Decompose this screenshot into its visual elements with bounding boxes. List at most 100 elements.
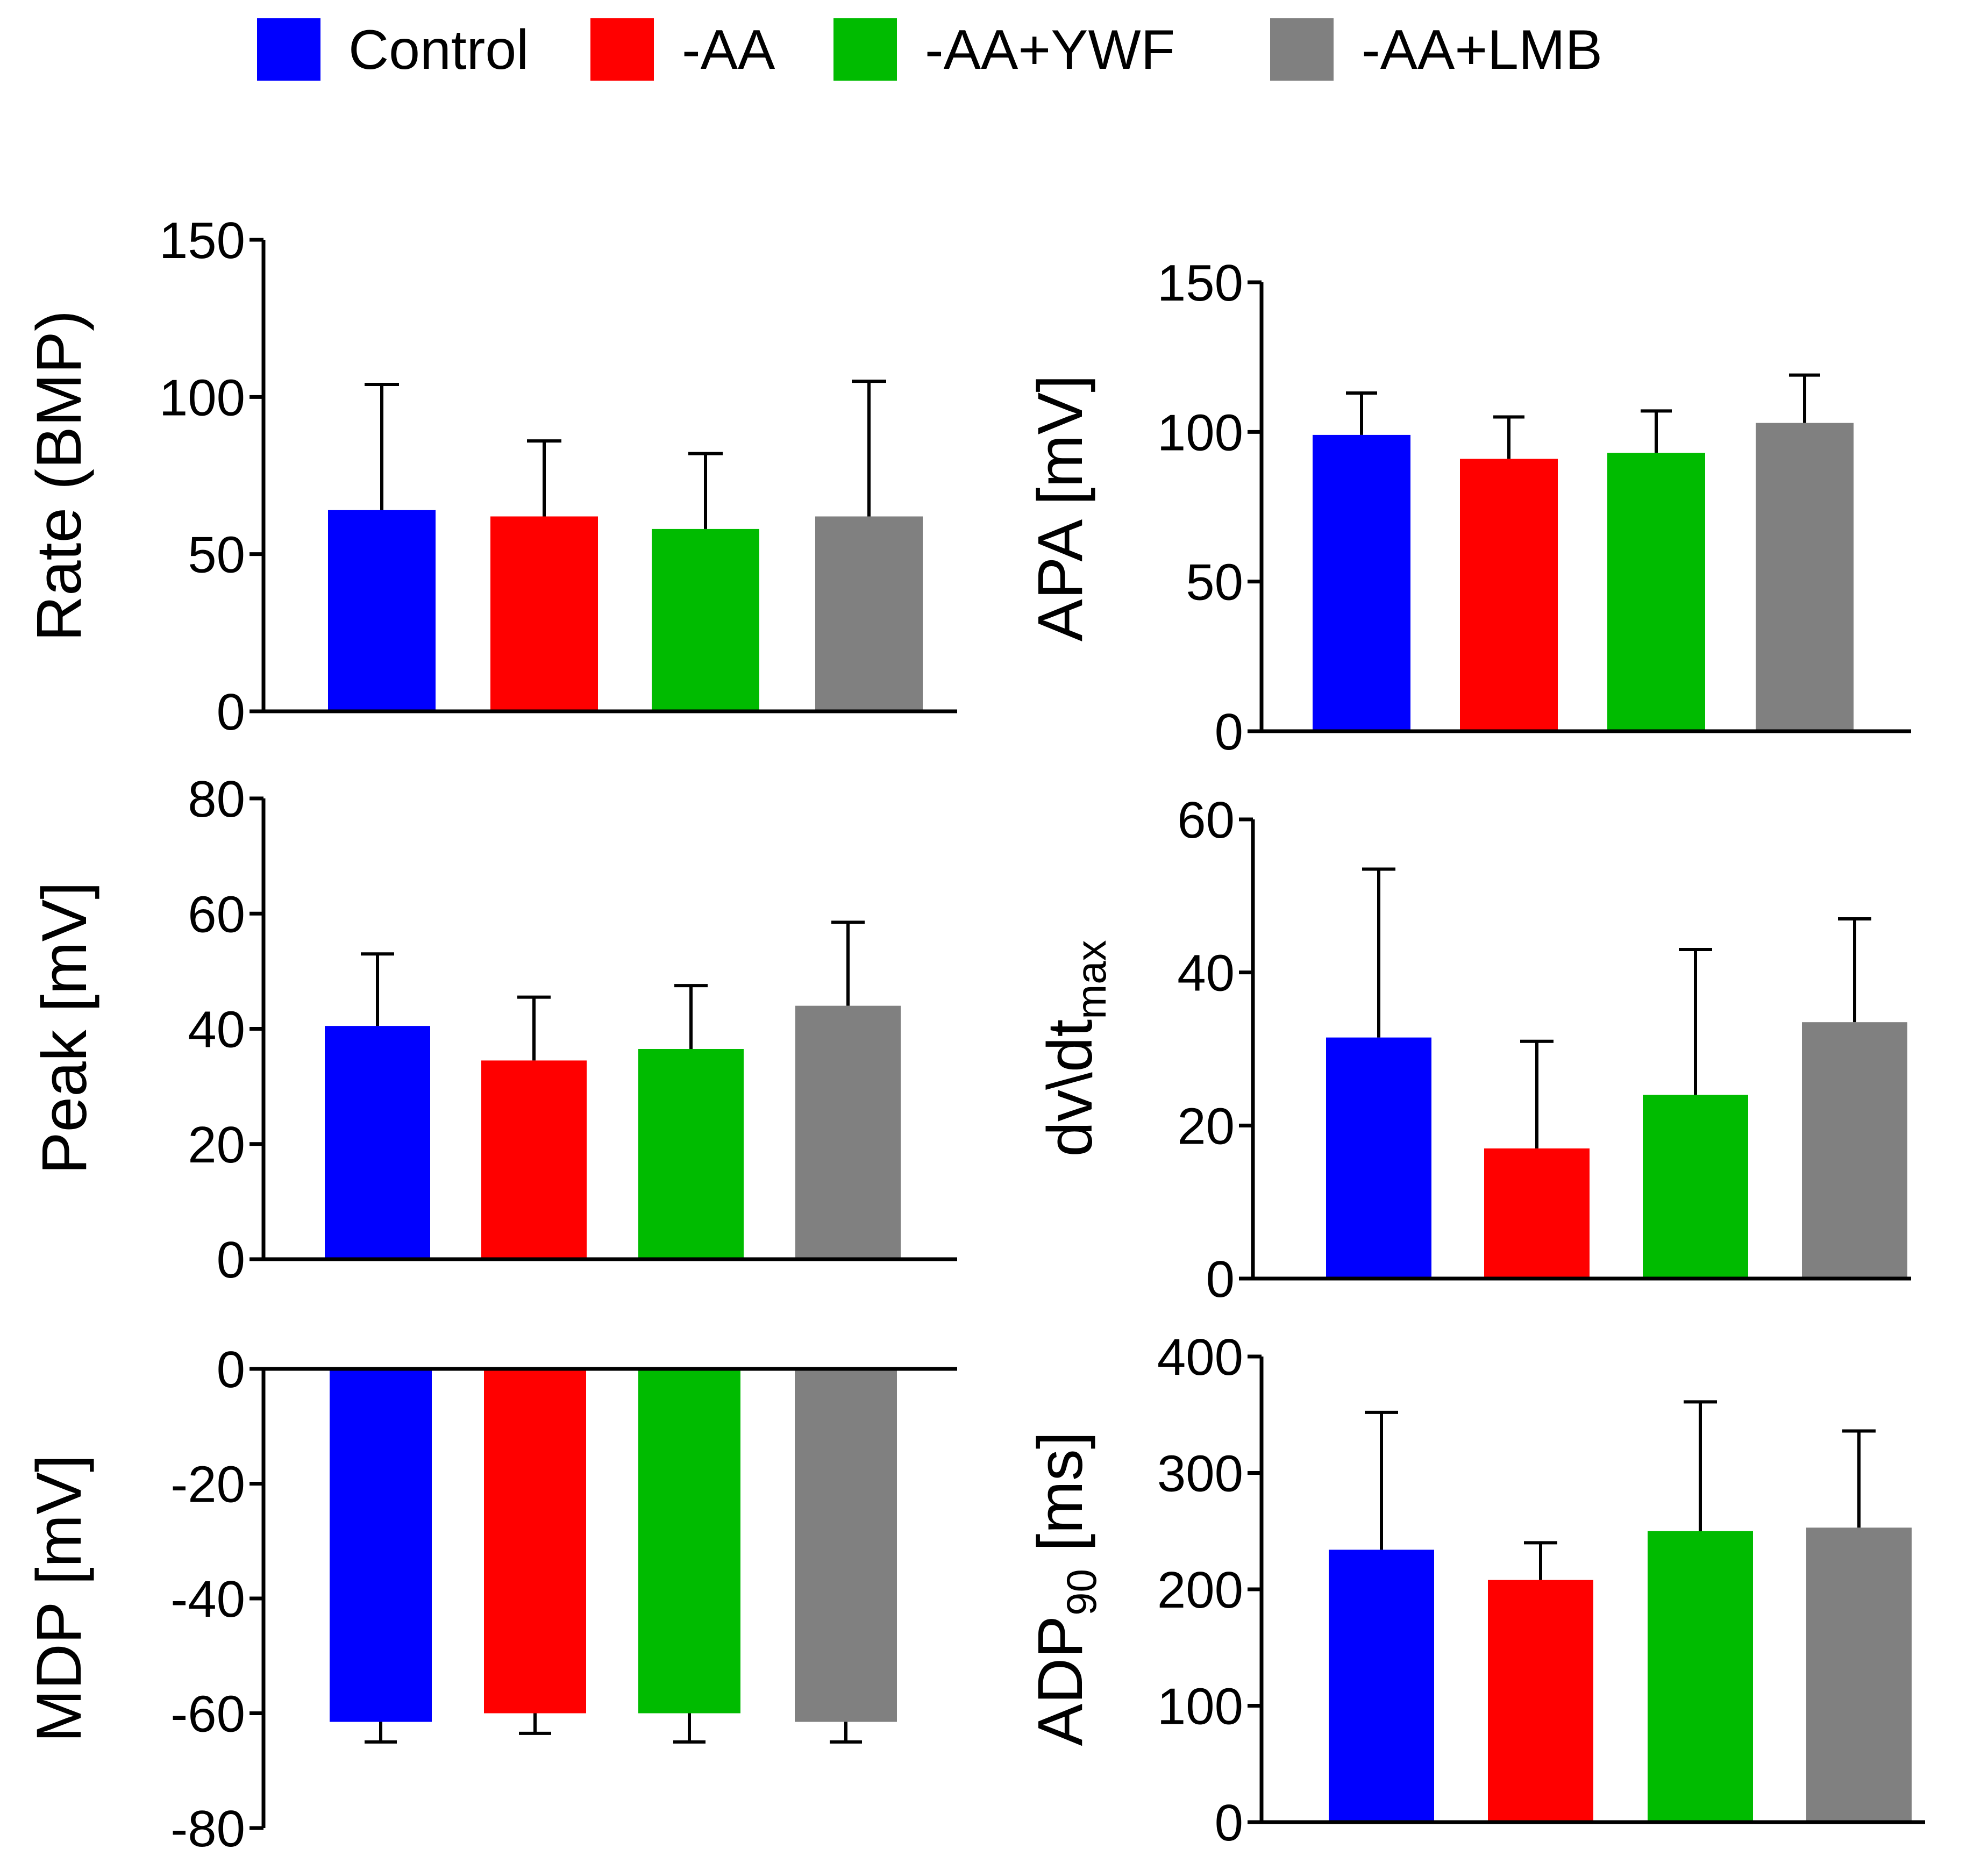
y-tick-label: 20 — [188, 1116, 245, 1174]
bar — [1326, 1037, 1431, 1279]
bar — [490, 516, 598, 711]
bar — [1643, 1095, 1748, 1279]
y-tick-label: 0 — [217, 683, 245, 741]
y-tick-label: 0 — [217, 1231, 245, 1289]
bar — [1756, 423, 1854, 731]
error-bar — [1838, 917, 1871, 1023]
error-bar — [365, 1722, 397, 1744]
y-tick-label: 0 — [1215, 703, 1243, 761]
error-bar — [1641, 409, 1672, 453]
y-tick-label: 150 — [159, 212, 245, 269]
y-tick-label: 300 — [1157, 1445, 1243, 1503]
bar — [795, 1369, 897, 1722]
bar — [1802, 1022, 1907, 1279]
legend-swatch — [833, 18, 897, 81]
bar — [484, 1369, 586, 1714]
error-bar — [1365, 1410, 1398, 1550]
y-axis-label: MDP [mV] — [24, 1454, 95, 1742]
y-tick-label: 0 — [1206, 1251, 1235, 1308]
y-axis-label: dv\dtmax — [1035, 940, 1115, 1157]
y-tick-label: 0 — [217, 1341, 245, 1398]
y-tick-label: 20 — [1177, 1097, 1235, 1155]
legend-entry: -AA+YWF — [833, 18, 1175, 81]
y-tick-label: 50 — [188, 526, 245, 584]
bar — [638, 1048, 744, 1259]
y-tick-label: 200 — [1157, 1561, 1243, 1619]
y-tick-label: 60 — [188, 886, 245, 943]
bar — [652, 529, 759, 711]
legend-entry: -AA — [590, 18, 775, 81]
y-tick-label: 100 — [1157, 404, 1243, 461]
legend: Control -AA -AA+YWF -AA+LMB — [257, 18, 1602, 81]
legend-entry: -AA+LMB — [1270, 18, 1602, 81]
bar — [1806, 1527, 1912, 1822]
bar — [330, 1369, 432, 1722]
y-tick-label: -60 — [170, 1686, 245, 1743]
y-axis-label: Rate (BMP) — [24, 310, 95, 641]
y-axis-label: APA [mV] — [1025, 375, 1096, 641]
bar — [815, 516, 923, 711]
error-bar — [688, 452, 723, 529]
error-bar — [517, 995, 551, 1061]
y-axis-label: Peak [mV] — [29, 882, 100, 1174]
error-bar — [361, 952, 394, 1026]
bar — [1607, 453, 1705, 731]
error-bar — [1679, 947, 1712, 1095]
bar — [638, 1369, 740, 1714]
y-tick-label: -40 — [170, 1571, 245, 1628]
chart-panel: 0 50 100 150 APA [mV] — [1025, 254, 1911, 761]
chart-panel: 0 50 100 150 Rate (BMP) — [24, 212, 957, 741]
bar — [328, 510, 436, 711]
bar — [1329, 1550, 1434, 1822]
legend-label: -AA — [682, 19, 775, 81]
error-bar — [673, 1713, 706, 1744]
error-bar — [831, 920, 865, 1006]
y-tick-label: 100 — [1157, 1678, 1243, 1736]
legend-label: -AA+YWF — [925, 19, 1175, 81]
error-bar — [519, 1713, 551, 1735]
error-bar — [1842, 1429, 1876, 1528]
error-bar — [1493, 415, 1524, 459]
error-bar — [1362, 867, 1395, 1038]
bar — [1488, 1580, 1593, 1822]
y-tick-label: 40 — [1177, 945, 1235, 1002]
error-bar — [1524, 1541, 1557, 1580]
bar — [1648, 1531, 1753, 1822]
chart-panel: 0 100 200 300 400 ADP90 [ms] — [1025, 1329, 1925, 1852]
y-tick-label: -20 — [170, 1456, 245, 1514]
error-bar — [674, 984, 708, 1049]
y-tick-label: 40 — [188, 1001, 245, 1059]
y-tick-label: 100 — [159, 369, 245, 426]
bar — [1484, 1148, 1590, 1279]
y-axis-label: ADP90 [ms] — [1025, 1431, 1105, 1746]
bar — [1460, 459, 1558, 731]
error-bar — [527, 439, 561, 517]
y-tick-label: 80 — [188, 770, 245, 828]
bar — [481, 1060, 587, 1259]
legend-label: -AA+LMB — [1362, 19, 1602, 81]
y-tick-label: 400 — [1157, 1329, 1243, 1386]
chart-panel: 0 20 40 60 dv\dtmax — [1035, 791, 1911, 1308]
y-tick-label: 0 — [1215, 1794, 1243, 1852]
y-tick-label: 150 — [1157, 254, 1243, 312]
y-tick-label: 50 — [1186, 554, 1243, 611]
bar — [795, 1005, 901, 1259]
error-bar — [1789, 373, 1820, 423]
legend-swatch — [257, 18, 320, 81]
chart-panels: 0 50 100 150 Rate (BMP) 0 50 100 150 APA [mV] 0 20 4… — [24, 212, 1925, 1856]
chart-panel: 0 20 40 60 80 Peak [mV] — [29, 770, 957, 1289]
legend-swatch — [1270, 18, 1334, 81]
legend-entry: Control — [257, 18, 529, 81]
legend-swatch — [590, 18, 654, 81]
legend-label: Control — [348, 19, 529, 81]
error-bar — [1520, 1039, 1554, 1149]
error-bar — [365, 382, 399, 510]
error-bar — [1346, 391, 1377, 435]
error-bar — [1684, 1400, 1717, 1531]
error-bar — [852, 380, 886, 517]
error-bar — [830, 1722, 862, 1744]
bar — [1313, 434, 1410, 731]
chart-panel: 0 -20 -40 -60 -80 MDP [mV] — [24, 1341, 957, 1856]
bar — [325, 1026, 430, 1259]
